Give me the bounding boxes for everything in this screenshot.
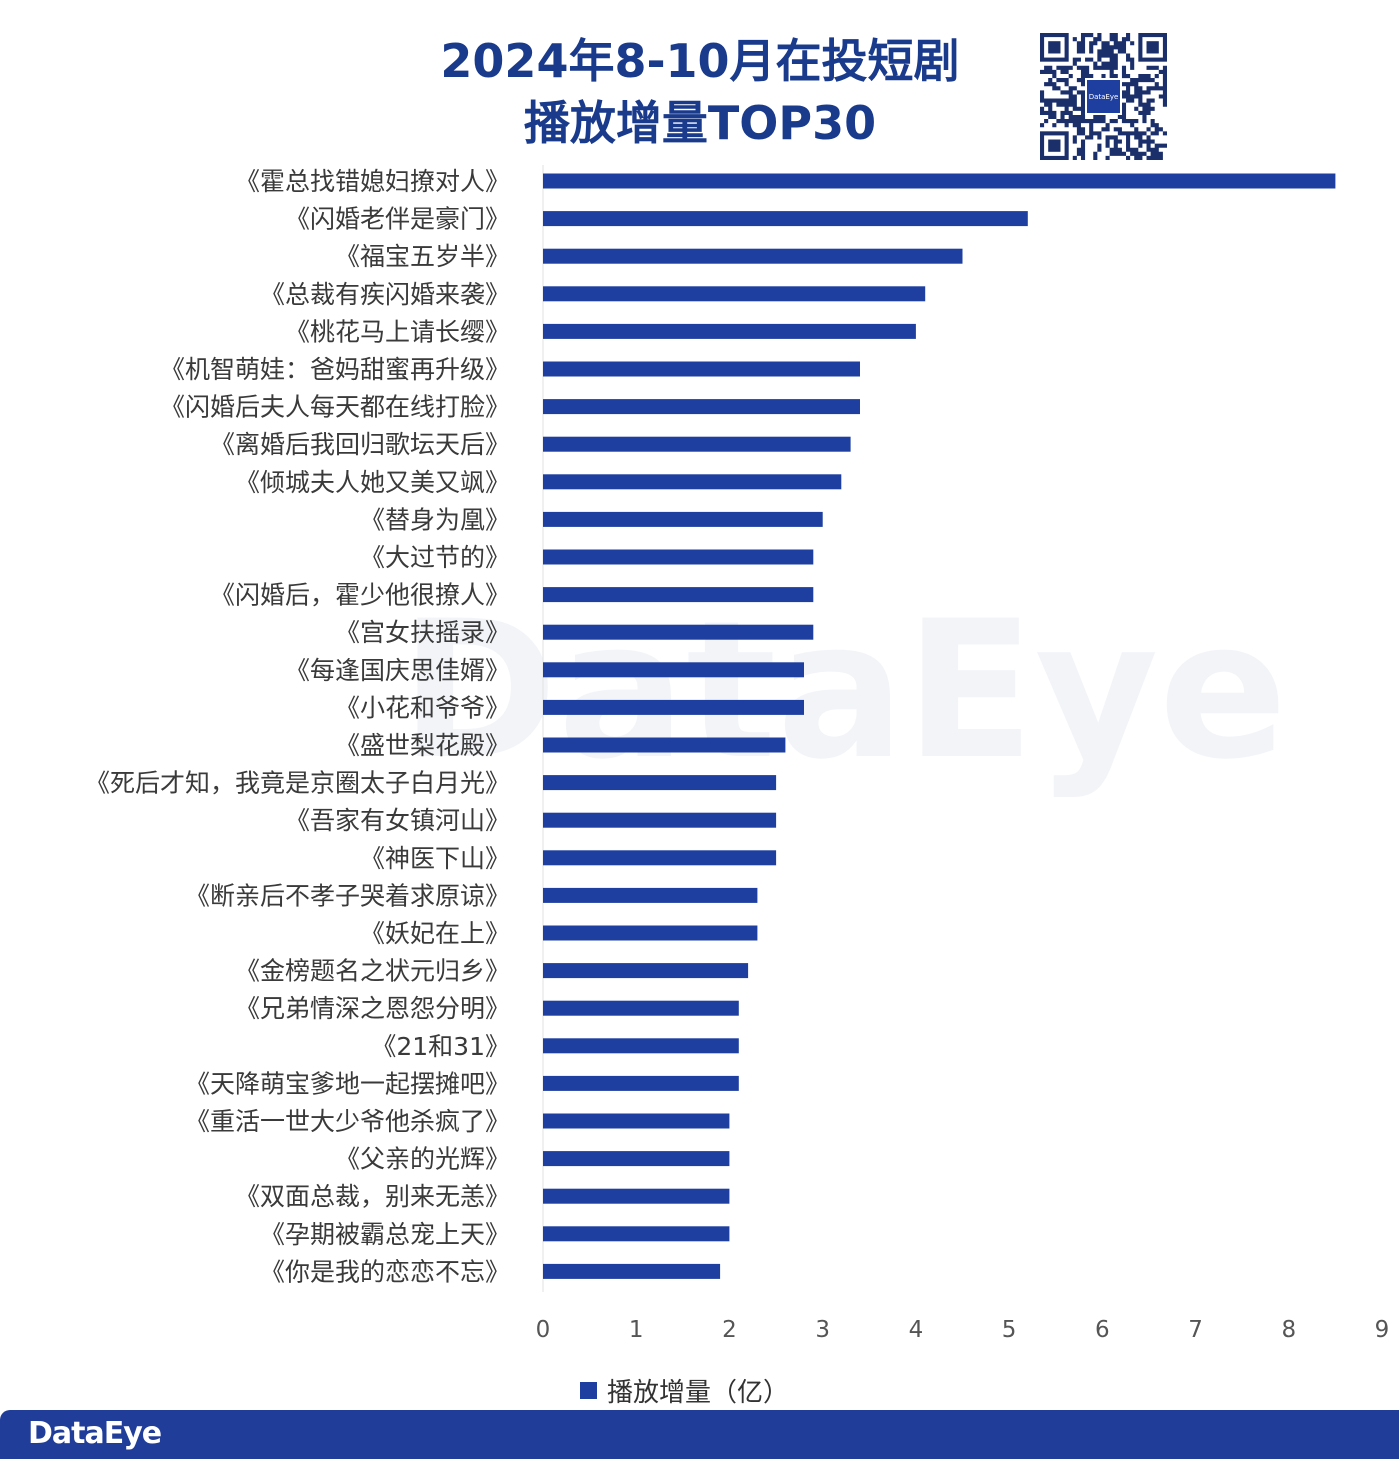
x-tick-label: 5: [1002, 1317, 1017, 1343]
category-label: 《双面总裁，别来无恙》: [235, 1182, 510, 1211]
category-label: 《盛世梨花殿》: [335, 731, 510, 760]
category-label: 《金榜题名之状元归乡》: [235, 957, 510, 986]
bar: [543, 1188, 730, 1204]
category-label: 《总裁有疾闪婚来袭》: [260, 280, 510, 309]
bar: [543, 211, 1028, 227]
bar: [543, 511, 823, 527]
bar: [543, 1226, 730, 1242]
category-label: 《每逢国庆思佳婿》: [285, 656, 510, 685]
bar: [543, 286, 926, 302]
category-label: 《死后才知，我竟是京圈太子白月光》: [85, 769, 510, 798]
category-label: 《小花和爷爷》: [335, 693, 510, 722]
x-tick-label: 9: [1375, 1317, 1390, 1343]
bar: [543, 1113, 730, 1129]
category-label: 《闪婚后夫人每天都在线打脸》: [160, 393, 510, 422]
qr-code[interactable]: DataEye: [1040, 33, 1167, 160]
bar: [543, 323, 916, 339]
bar: [543, 624, 814, 640]
category-label: 《天降萌宝爹地一起摆摊吧》: [185, 1069, 510, 1098]
qr-finder-pattern: [1040, 33, 1069, 62]
bar: [543, 436, 851, 452]
category-label: 《神医下山》: [360, 844, 510, 873]
footer-bar: DataEye: [0, 1410, 1399, 1459]
bar: [543, 737, 786, 753]
x-tick-label: 3: [815, 1317, 830, 1343]
x-tick-label: 0: [536, 1317, 551, 1343]
bar: [543, 1151, 730, 1167]
category-label: 《桃花马上请长缨》: [285, 317, 510, 346]
legend: 播放增量（亿）: [580, 1372, 789, 1409]
bar: [543, 775, 777, 791]
category-label: 《宫女扶摇录》: [335, 618, 510, 647]
category-label: 《你是我的恋恋不忘》: [260, 1257, 510, 1286]
x-tick-label: 6: [1095, 1317, 1110, 1343]
chart-title-line-1: 2024年8-10月在投短剧: [440, 34, 960, 88]
bar: [543, 399, 860, 415]
category-label: 《吾家有女镇河山》: [285, 806, 510, 835]
bar: [543, 1038, 739, 1054]
bar: [543, 850, 777, 866]
bar: [543, 173, 1336, 189]
chart-title: 2024年8-10月在投短剧 播放增量TOP30: [350, 30, 1050, 154]
bar: [543, 662, 804, 678]
legend-swatch: [580, 1382, 597, 1399]
bar: [543, 1263, 721, 1279]
category-label: 《替身为凰》: [360, 505, 510, 534]
category-label: 《重活一世大少爷他杀疯了》: [185, 1107, 510, 1136]
qr-finder-pattern: [1040, 131, 1069, 160]
chart-title-line-2: 播放增量TOP30: [523, 96, 877, 150]
x-tick-label: 4: [909, 1317, 924, 1343]
x-tick-label: 8: [1281, 1317, 1296, 1343]
bar: [543, 1075, 739, 1091]
bar: [543, 1000, 739, 1016]
qr-modules: [1040, 33, 1167, 160]
category-label: 《断亲后不孝子哭着求原谅》: [185, 881, 510, 910]
bar: [543, 963, 749, 979]
bar: [543, 887, 758, 903]
category-label: 《大过节的》: [360, 543, 510, 572]
category-label: 《霍总找错媳妇撩对人》: [235, 167, 510, 196]
category-label: 《闪婚后，霍少他很撩人》: [210, 581, 510, 610]
qr-logo: DataEye: [1085, 78, 1122, 115]
footer-logo: DataEye: [28, 1416, 162, 1451]
category-label: 《妖妃在上》: [360, 919, 510, 948]
category-label: 《倾城夫人她又美又飒》: [235, 468, 510, 497]
x-tick-label: 2: [722, 1317, 737, 1343]
category-label: 《闪婚老伴是豪门》: [285, 205, 510, 234]
category-label: 《福宝五岁半》: [335, 242, 510, 271]
x-tick-label: 1: [629, 1317, 644, 1343]
bar: [543, 248, 963, 264]
bar: [543, 549, 814, 565]
bar: [543, 361, 860, 377]
x-tick-label: 7: [1188, 1317, 1203, 1343]
category-label: 《机智萌娃：爸妈甜蜜再升级》: [160, 355, 510, 384]
bar: [543, 474, 842, 490]
bar: [543, 699, 804, 715]
category-label: 《父亲的光辉》: [335, 1145, 510, 1174]
bar: [543, 925, 758, 941]
legend-label: 播放增量（亿）: [607, 1378, 790, 1408]
category-label: 《离婚后我回归歌坛天后》: [210, 430, 510, 459]
category-label: 《21和31》: [371, 1032, 510, 1061]
category-label: 《孕期被霸总宠上天》: [260, 1220, 510, 1249]
qr-finder-pattern: [1138, 33, 1167, 62]
category-label: 《兄弟情深之恩怨分明》: [235, 994, 510, 1023]
bar: [543, 587, 814, 603]
qr-code-pattern: [1040, 33, 1167, 160]
bar-chart: 《霍总找错媳妇撩对人》《闪婚老伴是豪门》《福宝五岁半》《总裁有疾闪婚来袭》《桃花…: [85, 165, 1390, 1343]
bar: [543, 812, 777, 828]
